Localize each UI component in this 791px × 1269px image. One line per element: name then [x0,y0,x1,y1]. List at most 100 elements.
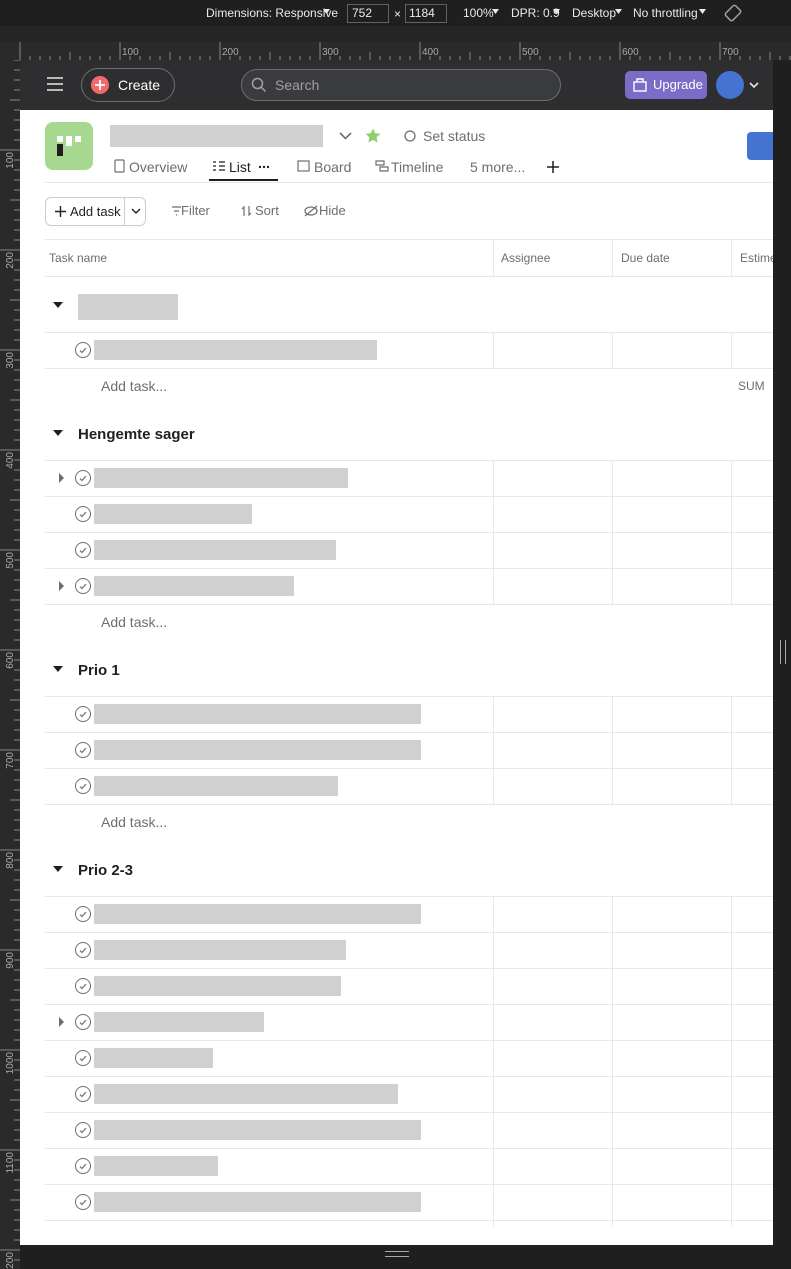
tab[interactable]: Timeline [391,159,444,175]
menu-button[interactable] [47,77,63,91]
subtask-toggle[interactable] [59,473,64,483]
complete-check[interactable] [75,778,91,794]
width-value: 752 [352,6,373,20]
add-task-row[interactable]: Add task... [101,614,168,630]
complete-check[interactable] [75,1050,91,1066]
tab[interactable]: 5 more... [470,159,526,175]
avatar-chevron[interactable] [749,82,759,89]
add-task-row[interactable]: Add task... [101,378,168,394]
complete-check[interactable] [75,542,91,558]
section-toggle[interactable] [53,302,63,308]
hide-button[interactable]: Hide [319,203,346,218]
check-icon [79,947,87,954]
complete-check[interactable] [75,1122,91,1138]
dpr-select[interactable]: DPR: 0.9 [511,6,560,20]
set-status[interactable]: Set status [423,128,486,144]
complete-check[interactable] [75,1086,91,1102]
search-box[interactable]: Search [241,69,561,101]
complete-check[interactable] [75,1014,91,1030]
height-input[interactable]: 1184 [405,4,447,23]
width-input[interactable]: 752 [347,4,389,23]
task-name-placeholder[interactable] [94,340,377,360]
ruler-label: 700 [722,47,739,58]
tab[interactable]: Overview [129,159,188,175]
column-divider [493,1004,494,1040]
complete-check[interactable] [75,1158,91,1174]
ruler-label: 200 [5,252,16,269]
check-icon [79,1199,87,1206]
task-name-placeholder[interactable] [94,704,421,724]
tab[interactable]: Board [314,159,352,175]
column-divider [731,568,732,604]
task-name-placeholder[interactable] [94,1120,421,1140]
split [124,198,125,225]
complete-check[interactable] [75,470,91,486]
complete-check[interactable] [75,342,91,358]
sort-button[interactable]: Sort [255,203,279,218]
filter-button[interactable]: Filter [181,203,210,218]
task-name-placeholder[interactable] [94,576,294,596]
header-divider [45,182,773,183]
zoom-select[interactable]: 100% [463,6,494,20]
icon-part [57,144,63,156]
check-path [79,583,87,590]
task-name-placeholder[interactable] [94,904,421,924]
avatar[interactable] [716,71,744,99]
task-name-placeholder[interactable] [94,540,336,560]
task-name-placeholder[interactable] [94,468,348,488]
create-button[interactable]: Create [81,68,175,102]
section-name-placeholder [78,294,178,320]
complete-check[interactable] [75,578,91,594]
task-name-placeholder[interactable] [94,1084,398,1104]
task-name-placeholder[interactable] [94,940,346,960]
task-name-placeholder[interactable] [94,1192,421,1212]
section-toggle[interactable] [53,430,63,436]
add-task-button[interactable]: Add task [45,197,146,226]
share-button[interactable] [747,132,773,160]
title-chevron[interactable] [339,132,352,140]
dimensions-select[interactable]: Dimensions: Responsive [206,6,339,20]
add-task-row[interactable]: Add task... [101,814,168,830]
task-name-placeholder[interactable] [94,776,338,796]
ruler-label: 500 [522,47,539,58]
column-divider [731,968,732,1004]
complete-check[interactable] [75,742,91,758]
icon-part [251,77,264,90]
task-name-placeholder[interactable] [94,504,252,524]
subtask-toggle[interactable] [59,1017,64,1027]
ruler-label: 600 [5,652,16,669]
column-divider [612,968,613,1004]
favorite-star[interactable] [365,128,381,144]
complete-check[interactable] [75,978,91,994]
column-divider [493,239,494,276]
check-icon [79,1091,87,1098]
icon-part [492,9,499,14]
complete-check[interactable] [75,506,91,522]
resize-handle-bottom[interactable] [385,1251,409,1257]
check-icon [79,583,87,590]
chevron[interactable] [131,208,141,215]
section-toggle[interactable] [53,666,63,672]
device-select[interactable]: Desktop [572,6,617,20]
task-name-placeholder[interactable] [94,1156,218,1176]
row-line [45,732,773,733]
complete-check[interactable] [75,942,91,958]
check-icon [79,1163,87,1170]
complete-check[interactable] [75,906,91,922]
resize-handle-right[interactable] [780,640,786,664]
section-toggle[interactable] [53,866,63,872]
column-divider [612,532,613,568]
rotate-button[interactable] [724,4,742,22]
task-name-placeholder[interactable] [94,1048,213,1068]
throttling-select[interactable]: No throttling [633,6,698,20]
task-name-placeholder[interactable] [94,976,341,996]
upgrade-button[interactable]: Upgrade [625,71,707,99]
task-name-placeholder[interactable] [94,740,421,760]
complete-check[interactable] [75,706,91,722]
tab-active[interactable]: List [229,159,251,175]
complete-check[interactable] [75,1194,91,1210]
subtask-toggle[interactable] [59,581,64,591]
icon-part [66,136,72,146]
task-name-placeholder[interactable] [94,1012,264,1032]
check-icon [79,1055,87,1062]
